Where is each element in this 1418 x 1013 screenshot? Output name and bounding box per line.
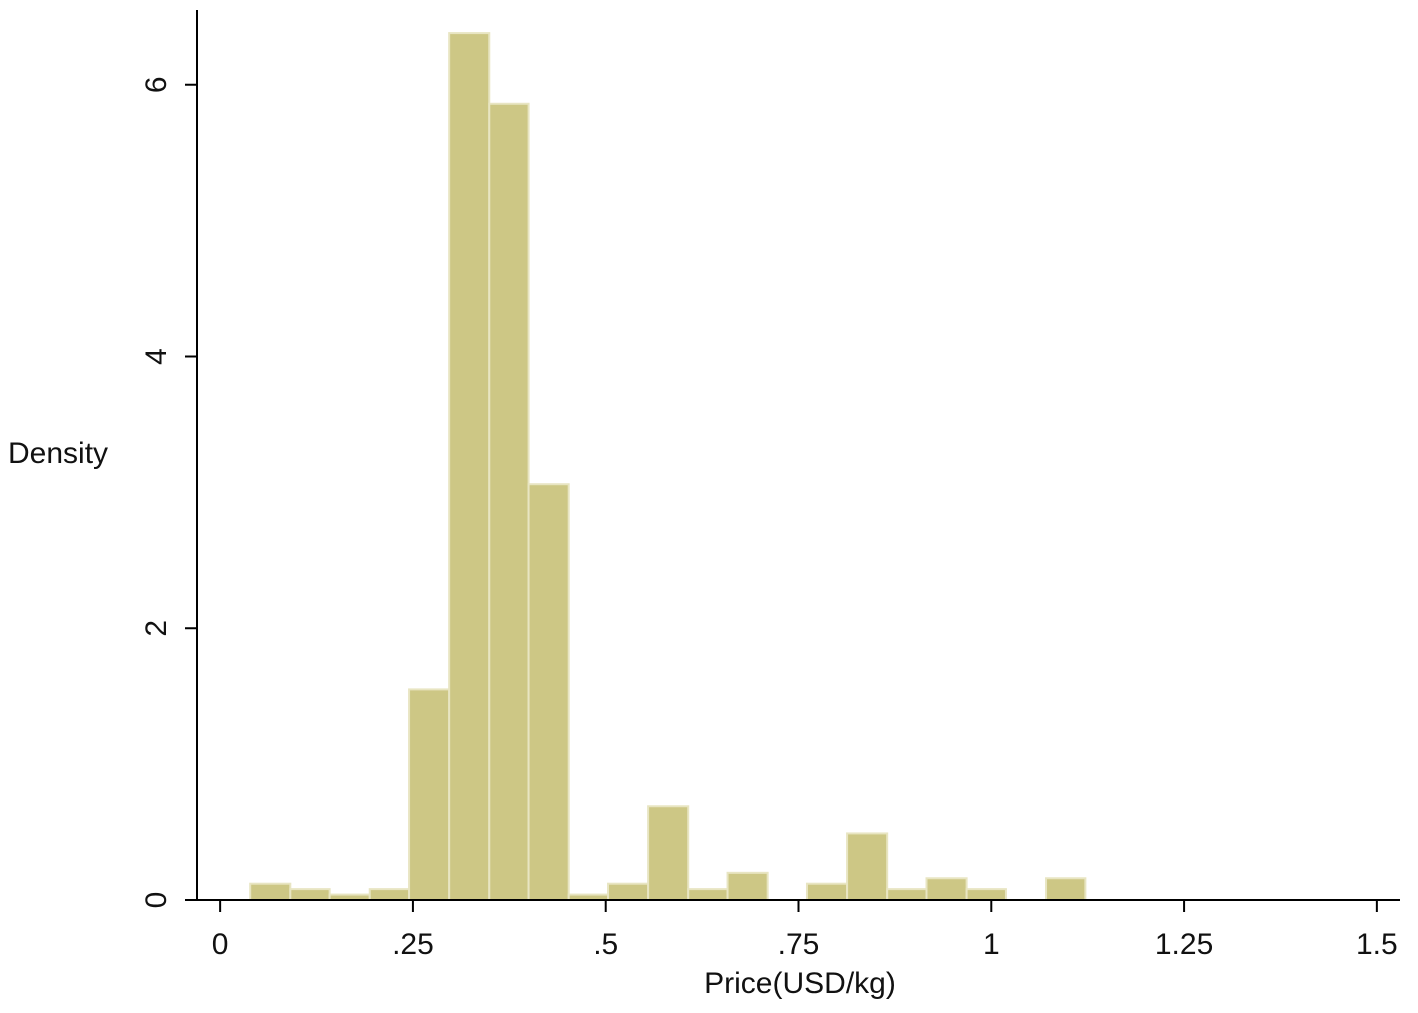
bar <box>886 888 928 901</box>
bar <box>408 688 451 902</box>
x-tick-label: .75 <box>778 928 820 961</box>
bar <box>687 888 729 901</box>
bar <box>805 882 849 901</box>
x-tick-label: .25 <box>392 928 434 961</box>
bar <box>607 882 650 901</box>
x-tick-label: .5 <box>593 928 618 961</box>
bar <box>448 32 491 901</box>
bar <box>925 877 968 901</box>
y-axis-title: Density <box>8 437 108 470</box>
bar <box>965 888 1007 901</box>
x-tick-label: 1.25 <box>1155 928 1213 961</box>
bar <box>488 102 530 901</box>
bar <box>647 805 690 901</box>
bar <box>726 871 769 901</box>
bar <box>1045 877 1087 901</box>
x-tick-label: 1.5 <box>1356 928 1398 961</box>
x-tick-label: 0 <box>212 928 229 961</box>
bar <box>846 832 889 902</box>
y-tick-label: 0 <box>140 892 173 909</box>
y-tick-label: 4 <box>140 348 173 365</box>
bar <box>249 882 292 901</box>
y-tick-label: 6 <box>140 76 173 93</box>
bar <box>368 888 411 901</box>
x-tick-label: 1 <box>983 928 1000 961</box>
y-tick-label: 2 <box>140 620 173 637</box>
bar <box>527 483 570 901</box>
bar <box>289 888 331 901</box>
x-axis-title: Price(USD/kg) <box>704 967 896 1000</box>
